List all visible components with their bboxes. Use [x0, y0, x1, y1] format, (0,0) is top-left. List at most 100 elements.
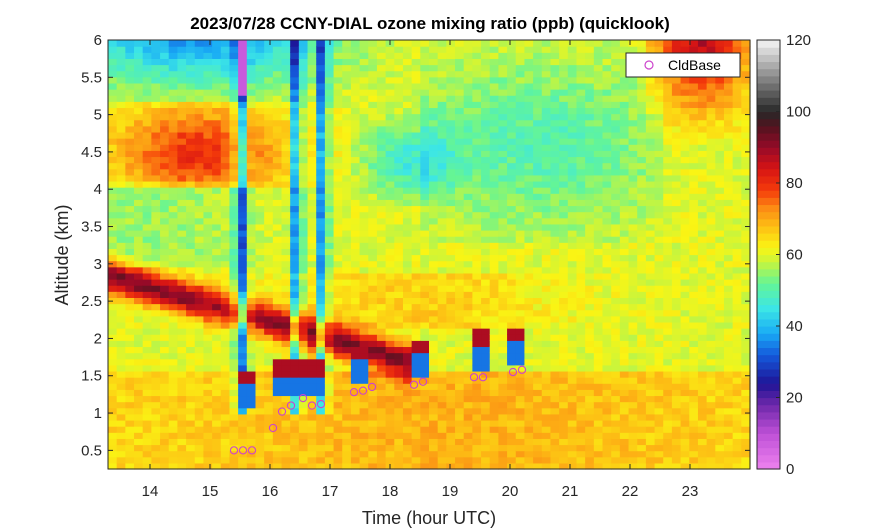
heatmap-cell	[160, 315, 170, 323]
heatmap-cell	[186, 162, 196, 170]
heatmap-cell	[151, 346, 161, 354]
heatmap-cell	[350, 346, 361, 354]
heatmap-cell	[376, 229, 387, 237]
heatmap-cell	[350, 119, 361, 127]
heatmap-cell	[663, 358, 673, 366]
heatmap-cell	[411, 407, 421, 415]
heatmap-cell	[567, 419, 578, 427]
heatmap-cell	[680, 401, 690, 409]
heatmap-cell	[194, 303, 205, 311]
heatmap-cell	[524, 95, 534, 102]
heatmap-cell	[298, 156, 309, 164]
heatmap-cell	[281, 125, 291, 133]
heatmap-cell	[593, 193, 604, 200]
heatmap-cell	[550, 187, 560, 194]
heatmap-cell	[654, 76, 664, 84]
heatmap-cell	[324, 407, 335, 415]
heatmap-cell	[359, 205, 369, 213]
heatmap-cell	[446, 107, 456, 115]
heatmap-cell	[654, 174, 664, 182]
heatmap-cell	[689, 260, 699, 268]
heatmap-cell	[481, 242, 491, 249]
heatmap-cell	[229, 444, 239, 452]
heatmap-cell	[402, 260, 413, 268]
heatmap-cell	[333, 211, 343, 219]
heatmap-cell	[593, 95, 604, 102]
heatmap-cell	[463, 46, 473, 53]
heatmap-cell	[116, 328, 126, 335]
heatmap-cell	[429, 223, 439, 231]
heatmap-cell	[116, 205, 126, 213]
heatmap-cell	[533, 407, 543, 415]
heatmap-cell	[298, 119, 309, 127]
heatmap-cell	[429, 401, 439, 409]
heatmap-cell	[376, 266, 387, 274]
heatmap-cell	[585, 229, 595, 237]
heatmap-cell	[281, 260, 291, 268]
heatmap-cell	[498, 309, 508, 317]
heatmap-cell	[585, 101, 595, 109]
heatmap-cell	[429, 138, 439, 145]
heatmap-cell	[385, 125, 395, 133]
heatmap-cell	[272, 131, 283, 139]
heatmap-cell	[515, 180, 526, 188]
heatmap-cell	[350, 113, 361, 121]
heatmap-cell	[368, 309, 378, 317]
heatmap-cell	[298, 419, 309, 427]
heatmap-cell	[611, 328, 621, 335]
heatmap-cell	[359, 377, 369, 384]
heatmap-cell	[402, 279, 413, 286]
heatmap-cell	[142, 187, 152, 194]
heatmap-cell	[472, 432, 482, 439]
heatmap-cell	[272, 383, 283, 390]
heatmap-cell	[619, 76, 630, 84]
heatmap-cell	[264, 76, 274, 84]
heatmap-cell	[455, 260, 465, 268]
heatmap-cell	[645, 413, 656, 421]
heatmap-cell	[715, 444, 725, 452]
heatmap-cell	[255, 40, 265, 47]
heatmap-cell	[134, 236, 144, 243]
heatmap-cell	[333, 248, 343, 256]
heatmap-cell	[168, 223, 179, 231]
heatmap-cell	[307, 168, 317, 176]
heatmap-cell	[238, 113, 248, 121]
heatmap-cell	[628, 125, 638, 133]
heatmap-cell	[229, 211, 239, 219]
heatmap-cell	[116, 272, 126, 280]
heatmap-cell	[333, 450, 343, 458]
heatmap-cell	[272, 217, 283, 225]
heatmap-cell	[168, 328, 179, 335]
heatmap-cell	[689, 236, 699, 243]
heatmap-cell	[637, 395, 647, 403]
heatmap-cell	[194, 205, 205, 213]
heatmap-cell	[134, 144, 144, 151]
heatmap-cell	[715, 383, 725, 390]
heatmap-cell	[585, 303, 595, 311]
heatmap-cell	[567, 125, 578, 133]
heatmap-cell	[142, 70, 152, 78]
heatmap-cell	[628, 40, 638, 47]
heatmap-cell	[593, 266, 604, 274]
heatmap-cell	[533, 303, 543, 311]
heatmap-cell	[715, 285, 725, 292]
heatmap-cell	[680, 315, 690, 323]
heatmap-cell	[108, 150, 118, 158]
heatmap-cell	[541, 162, 552, 170]
heatmap-cell	[602, 419, 612, 427]
heatmap-cell	[697, 217, 708, 225]
heatmap-cell	[307, 46, 317, 53]
heatmap-cell	[446, 260, 456, 268]
heatmap-cell	[645, 248, 656, 256]
heatmap-cell	[350, 82, 361, 90]
heatmap-cell	[402, 254, 413, 262]
heatmap-cell	[376, 119, 387, 127]
heatmap-cell	[697, 285, 708, 292]
heatmap-cell	[541, 462, 552, 470]
heatmap-cell	[368, 119, 378, 127]
heatmap-cell	[151, 309, 161, 317]
heatmap-cell	[220, 156, 231, 164]
heatmap-cell	[203, 70, 213, 78]
heatmap-cell	[715, 438, 725, 446]
heatmap-cell	[550, 150, 560, 158]
